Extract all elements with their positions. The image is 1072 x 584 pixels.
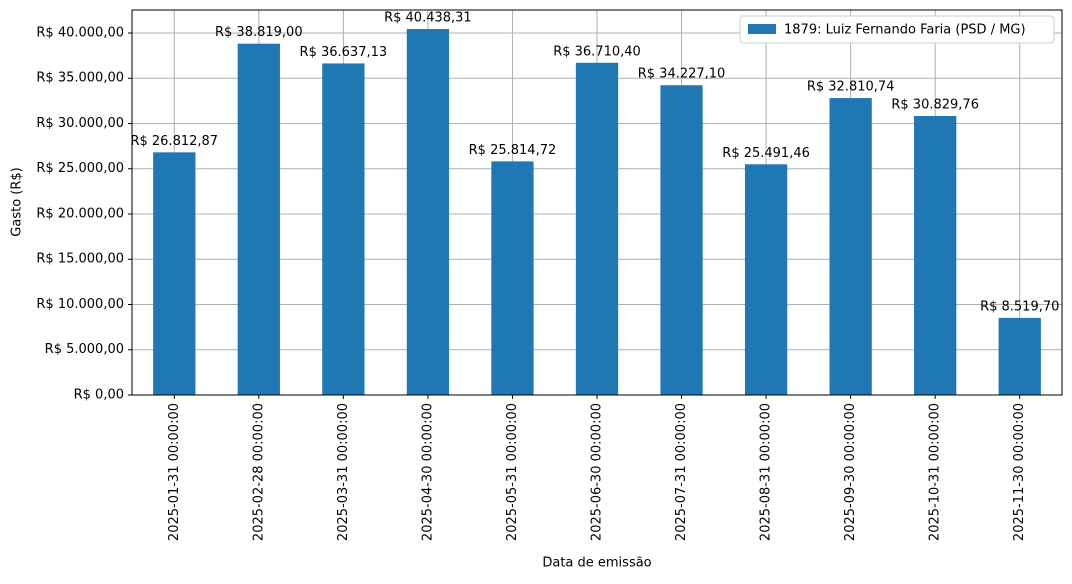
bar [237,43,280,395]
y-tick-label: R$ 25.000,00 [36,161,124,176]
x-tick-label: 2025-11-30 00:00:00 [1012,403,1027,541]
y-tick-label: R$ 20.000,00 [36,206,124,221]
bar [660,85,703,395]
data-label: R$ 40.438,31 [384,11,472,26]
y-tick-label: R$ 35.000,00 [36,71,124,86]
data-label: R$ 30.829,76 [891,97,979,112]
legend-box [739,15,1055,44]
bar [406,29,450,395]
bar [744,164,788,395]
y-tick-label: R$ 5.000,00 [45,342,124,357]
x-axis-label: Data de emissão [542,556,651,571]
x-tick-label: 2025-07-31 00:00:00 [674,403,689,541]
legend-swatch [748,24,776,34]
bar [998,317,1041,395]
y-tick-label: R$ 0,00 [74,388,124,403]
plot-frame [131,9,1063,396]
x-tick-label: 2025-05-31 00:00:00 [505,403,520,541]
x-tick-label: 2025-08-31 00:00:00 [759,403,774,541]
x-tick-label: 2025-03-31 00:00:00 [336,403,351,541]
y-tick-label: R$ 40.000,00 [36,25,124,40]
bar [153,152,196,395]
x-tick-label: 2025-10-31 00:00:00 [928,403,943,541]
legend: 1879: Luiz Fernando Faria (PSD / MG) [739,15,1055,44]
data-label: R$ 8.519,70 [980,299,1059,314]
y-tick-label: R$ 10.000,00 [36,297,124,312]
data-label: R$ 26.812,87 [130,134,218,149]
bar [829,98,872,395]
bar [491,161,534,395]
x-tick-label: 2025-02-28 00:00:00 [251,403,266,541]
y-tick-label: R$ 30.000,00 [36,116,124,131]
x-tick-label: 2025-09-30 00:00:00 [843,403,858,541]
data-label: R$ 32.810,74 [807,80,895,95]
legend-label: 1879: Luiz Fernando Faria (PSD / MG) [784,23,1026,38]
x-tick-label: 2025-04-30 00:00:00 [420,403,435,541]
data-label: R$ 38.819,00 [215,25,303,40]
y-tick-label: R$ 15.000,00 [36,252,124,267]
bar [322,63,365,395]
x-tick-label: 2025-06-30 00:00:00 [590,403,605,541]
x-tick-label: 2025-01-31 00:00:00 [167,403,182,541]
bar [575,62,619,396]
y-axis-label: Gasto (R$) [10,167,25,236]
data-label: R$ 36.710,40 [553,44,641,59]
data-label: R$ 34.227,10 [638,67,726,82]
data-label: R$ 36.637,13 [300,45,388,60]
data-label: R$ 25.491,46 [722,146,810,161]
data-label: R$ 25.814,72 [469,143,557,158]
bar [914,115,957,396]
